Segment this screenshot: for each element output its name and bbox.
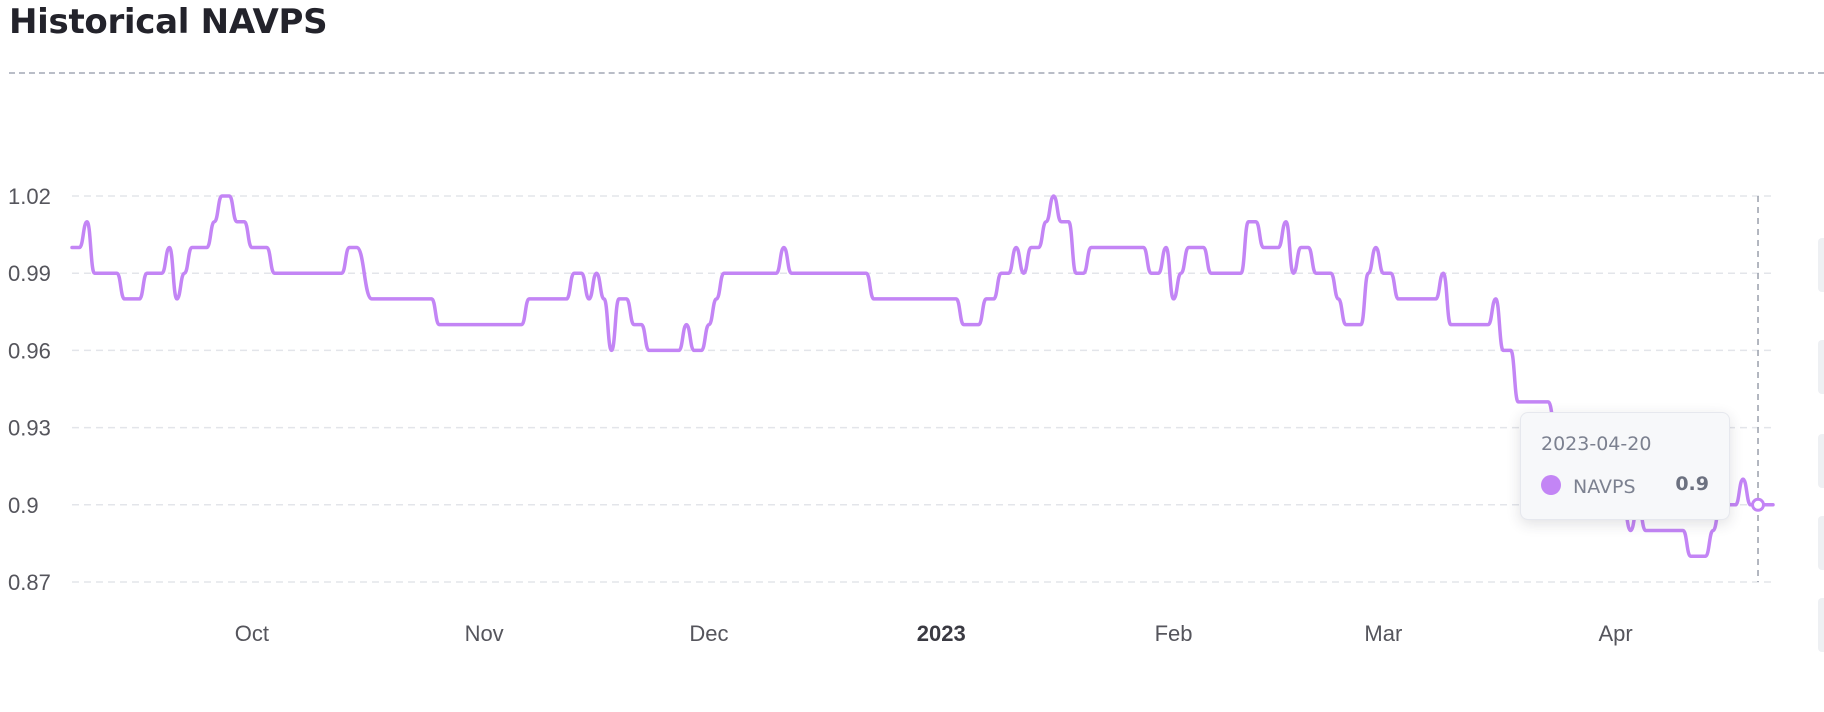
x-tick-label: Nov: [465, 621, 504, 646]
tooltip-series-name: NAVPS: [1573, 476, 1636, 498]
y-axis-ticks: 0.87 0.9 0.93 0.96 0.99 1.02: [8, 184, 51, 595]
edge-tab: [1818, 340, 1824, 394]
y-tick-label: 1.02: [8, 184, 51, 209]
x-tick-label: Apr: [1599, 621, 1633, 646]
y-tick-label: 0.93: [8, 416, 51, 441]
chart-tooltip: 2023-04-20 NAVPS 0.9: [1520, 412, 1730, 520]
edge-tab: [1818, 516, 1824, 570]
page-title: Historical NAVPS: [9, 2, 328, 42]
x-tick-label: Mar: [1364, 621, 1402, 646]
tooltip-date: 2023-04-20: [1541, 433, 1652, 455]
series-color-dot-icon: [1541, 475, 1561, 495]
series-layer: [70, 194, 1775, 559]
grid-lines: [72, 195, 1773, 583]
tooltip-value: 0.9: [1675, 473, 1709, 495]
edge-tab: [1818, 434, 1824, 488]
x-tick-label: Feb: [1155, 621, 1193, 646]
y-tick-label: 0.9: [8, 493, 39, 518]
title-divider: [9, 72, 1824, 74]
edge-tab: [1818, 238, 1824, 292]
y-tick-label: 0.96: [8, 338, 51, 363]
x-tick-label: Dec: [689, 621, 728, 646]
x-tick-label: 2023: [917, 621, 966, 646]
series-line-navps: [70, 194, 1775, 559]
edge-tab: [1818, 598, 1824, 652]
hover-point-marker[interactable]: [1751, 497, 1766, 512]
y-tick-label: 0.99: [8, 261, 51, 286]
y-tick-label: 0.87: [8, 570, 51, 595]
x-axis-ticks: Oct Nov Dec 2023 Feb Mar Apr: [235, 621, 1633, 646]
x-tick-label: Oct: [235, 621, 269, 646]
